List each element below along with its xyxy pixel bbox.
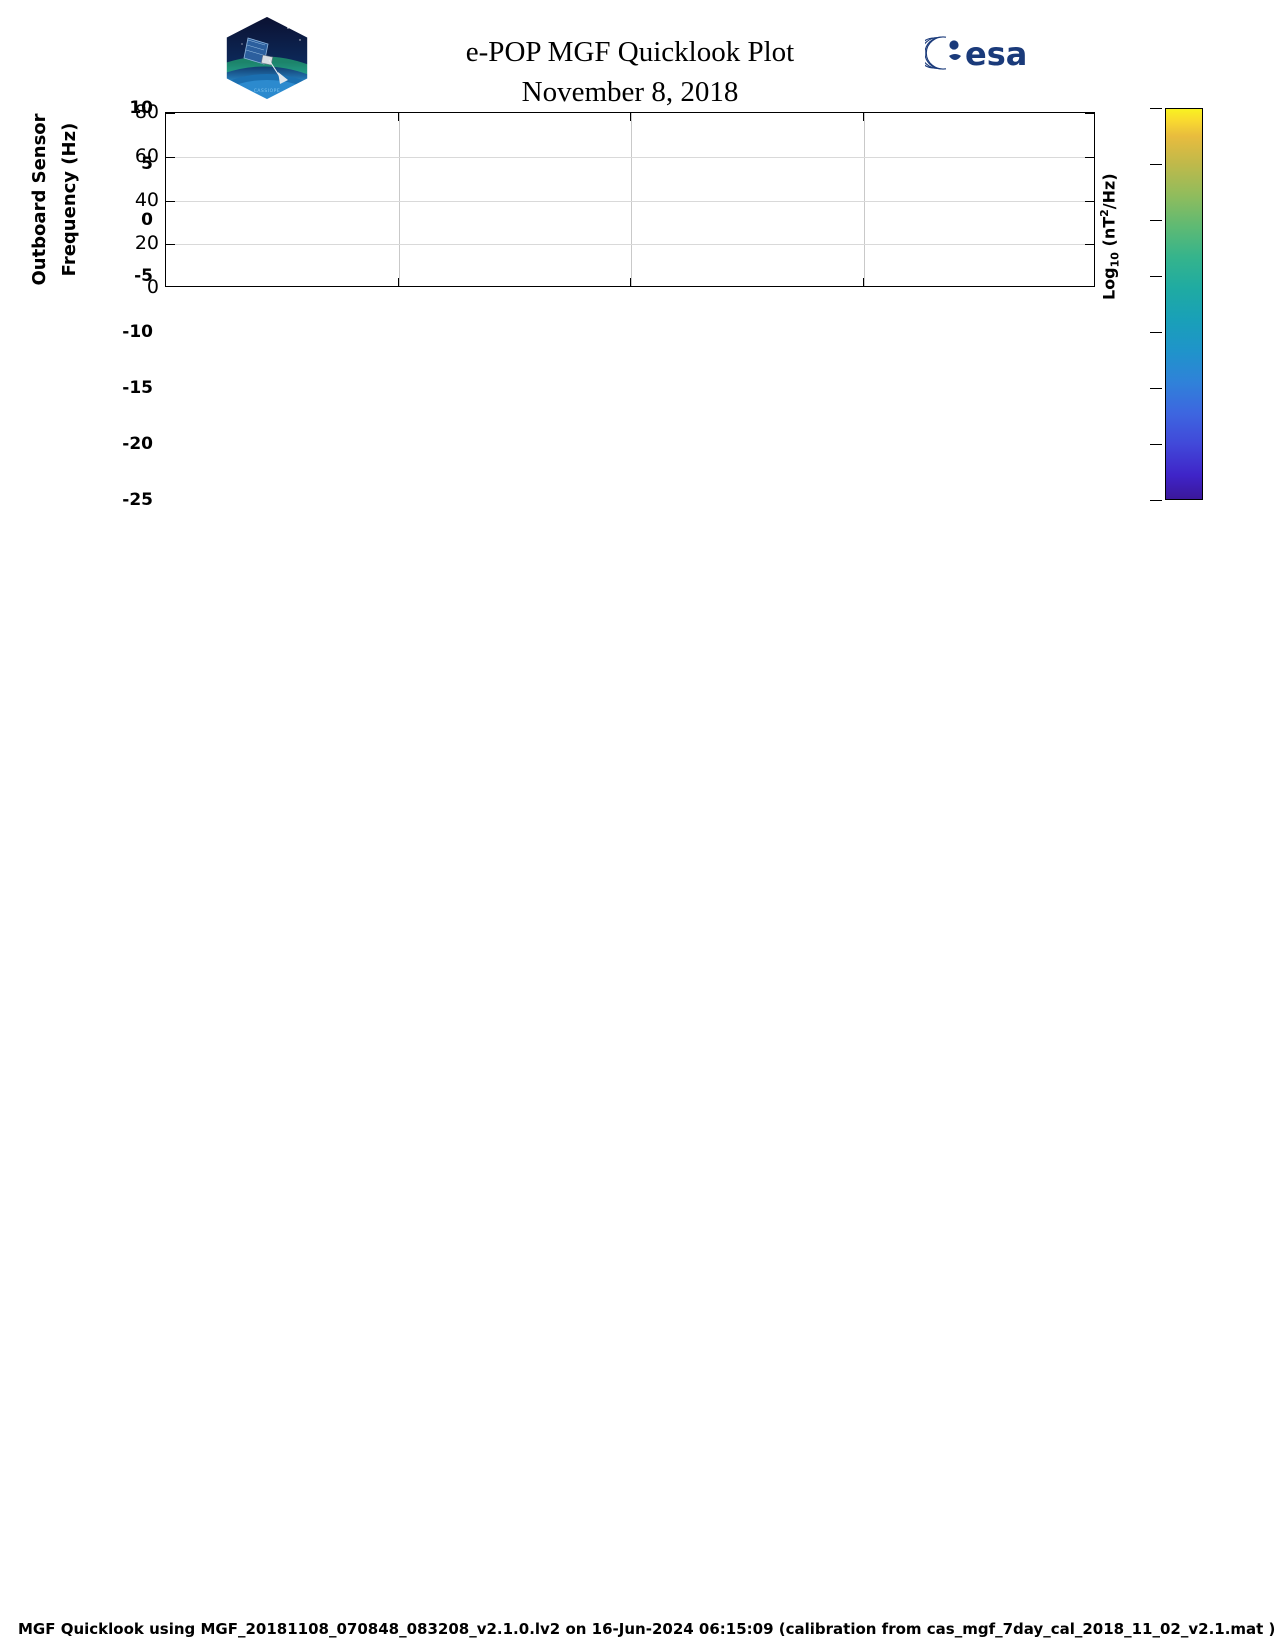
- y-tickmark-right: [1085, 156, 1094, 158]
- y-tickmark: [166, 244, 175, 246]
- y-tickmark: [166, 113, 175, 114]
- gridline-horizontal: [166, 200, 1094, 202]
- y-tickmark: [166, 156, 175, 158]
- y-tickmark-right: [1085, 113, 1094, 114]
- cassiope-logo: CASSIOPE: [222, 14, 312, 102]
- gridline-horizontal: [166, 156, 1094, 158]
- colorbar-title-sup: 2: [1098, 209, 1111, 217]
- x-tickmark-bottom: [397, 278, 399, 286]
- gridline-horizontal: [166, 244, 1094, 246]
- outboard-spectrogram-image: [166, 113, 1094, 286]
- gridline-vertical: [863, 113, 865, 286]
- colorbar-tick-label: 5: [141, 154, 153, 174]
- svg-text:CASSIOPE: CASSIOPE: [254, 88, 281, 94]
- y-tickmark: [166, 200, 175, 202]
- esa-logo: esa: [917, 30, 1040, 75]
- panel-ylabel: Outboard Sensor: [28, 112, 50, 286]
- gridline-vertical: [631, 113, 632, 286]
- colorbar-tickmark: [1150, 388, 1162, 389]
- y-tick-label: 40: [134, 188, 159, 211]
- y-tick-label: 60: [134, 144, 159, 167]
- colorbar-title-mid: (nT: [1099, 216, 1119, 253]
- colorbar-tickmark: [1150, 164, 1162, 165]
- gridline-vertical: [398, 113, 400, 286]
- x-tickmark-bottom: [862, 278, 864, 286]
- x-tickmark-top: [397, 113, 399, 121]
- y-tickmark-right: [1085, 244, 1094, 246]
- x-tickmark-top: [166, 113, 167, 121]
- y-tick-label: 0: [146, 276, 159, 298]
- colorbar-tick-label: 0: [141, 210, 153, 230]
- svg-text:esa: esa: [965, 35, 1027, 73]
- page-subtitle-date: November 8, 2018: [521, 76, 739, 108]
- colorbar-tickmark: [1150, 500, 1162, 501]
- footer-note: MGF Quicklook using MGF_20181108_070848_…: [18, 1620, 1275, 1638]
- colorbar-tickmark: [1150, 276, 1162, 277]
- colorbar-tickmark: [1150, 332, 1162, 333]
- x-tickmark-top: [862, 113, 864, 121]
- colorbar-tick-label: -5: [134, 266, 153, 286]
- colorbar-tick-label: -10: [122, 322, 153, 342]
- y-tickmark-right: [1085, 200, 1094, 202]
- colorbar-tick-label: -20: [122, 434, 153, 454]
- x-tickmark-bottom: [630, 278, 632, 286]
- colorbar-tickmark: [1150, 220, 1162, 221]
- y-tick-label: 20: [134, 232, 159, 255]
- colorbar-title-sub: 10: [1108, 252, 1122, 268]
- colorbar-tickmark: [1150, 108, 1162, 109]
- x-tickmark-bottom: [166, 278, 167, 286]
- colorbar-title-end: /Hz): [1099, 173, 1119, 210]
- y-tick-label: 80: [134, 101, 159, 123]
- colorbar-tickmark: [1150, 444, 1162, 445]
- colorbar: [1165, 108, 1203, 500]
- colorbar-title: Log10 (nT2/Hz): [1098, 173, 1122, 300]
- colorbar-title-log: Log: [1099, 267, 1119, 300]
- x-tickmark-top: [630, 113, 632, 121]
- colorbar-tick-label: -25: [122, 490, 153, 510]
- page-title: e-POP MGF Quicklook Plot: [465, 36, 795, 68]
- panel-ylabel: Frequency (Hz): [58, 122, 80, 276]
- panel-outboard-spectrogram: [165, 112, 1095, 287]
- colorbar-tick-label: 10: [129, 98, 153, 118]
- colorbar-tick-label: -15: [122, 378, 153, 398]
